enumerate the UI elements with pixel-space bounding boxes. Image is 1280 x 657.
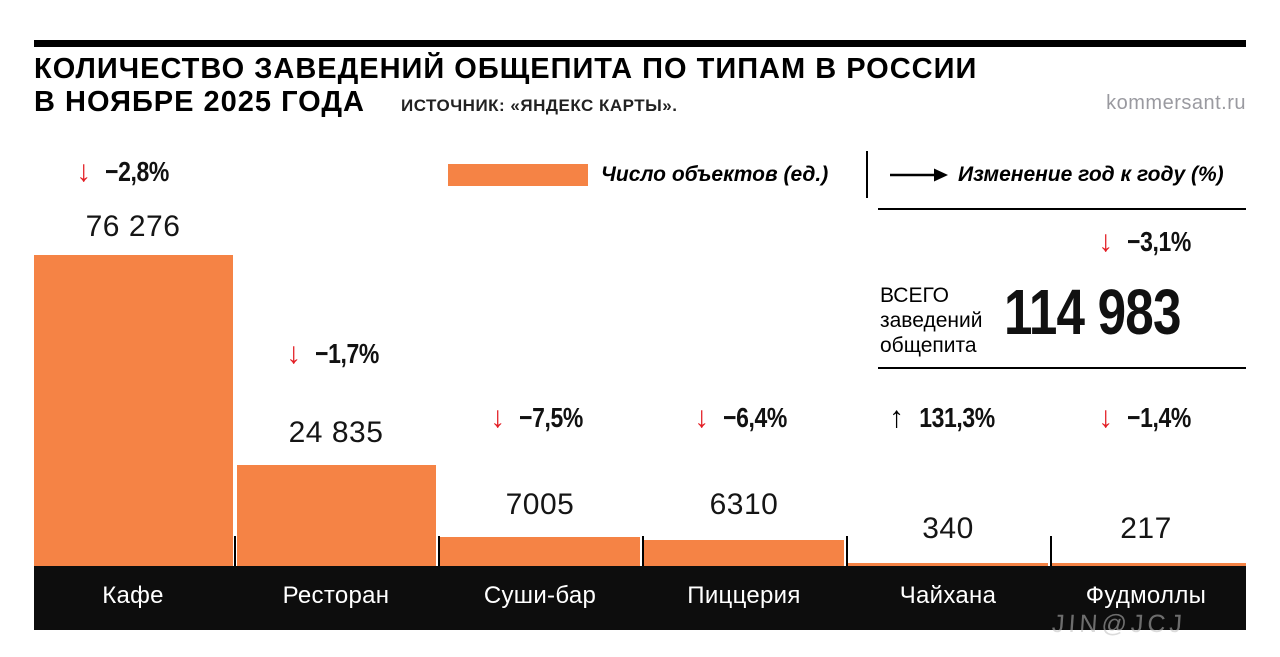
top-rule — [34, 40, 1246, 47]
bar-sushi-bar — [440, 537, 640, 566]
total-label: ВСЕГО заведений общепита — [880, 283, 982, 358]
total-label-line1: ВСЕГО — [880, 284, 950, 307]
total-label-line2: заведений — [880, 309, 983, 332]
category-label-sushi-bar: Суши-бар — [483, 582, 597, 609]
column-divider — [234, 536, 236, 566]
bar-cafe — [34, 255, 233, 566]
site-credit: kommersant.ru — [1106, 92, 1246, 114]
category-label-cafe: Кафе — [102, 582, 164, 609]
change-label-teahouse: ↑ 131,3% — [889, 401, 995, 434]
change-label-restaurant: ↓ −1,7% — [286, 337, 379, 370]
column-divider — [642, 536, 644, 566]
summary-bottom-rule — [878, 367, 1246, 369]
change-label-pizzeria: ↓ −6,4% — [694, 401, 787, 434]
down-arrow-icon: ↓ — [490, 401, 506, 434]
column-divider — [438, 536, 440, 566]
legend-count-label: Число объектов (ед.) — [601, 163, 829, 186]
down-arrow-icon: ↓ — [286, 337, 302, 370]
value-label-cafe: 76 276 — [85, 210, 181, 243]
value-label-restaurant: 24 835 — [288, 416, 384, 449]
value-label-foodmalls: 217 — [1120, 512, 1172, 545]
total-change-value: −3,1% — [1127, 226, 1191, 257]
total-change-badge: ↓ −3,1% — [1098, 226, 1198, 258]
column-divider — [1050, 536, 1052, 566]
bar-restaurant — [237, 464, 436, 566]
value-label-sushi-bar: 7005 — [505, 488, 575, 521]
right-arrow-icon — [890, 167, 948, 188]
source-label: ИСТОЧНИК: «ЯНДЕКС КАРТЫ». — [400, 96, 678, 115]
page-title-line2-row: В НОЯБРЕ 2025 ГОДА ИСТОЧНИК: «ЯНДЕКС КАРТ… — [34, 86, 677, 119]
value-label-teahouse: 340 — [922, 512, 974, 545]
category-label-restaurant: Ресторан — [282, 582, 390, 609]
page-title-line2: В НОЯБРЕ 2025 ГОДА — [34, 86, 365, 118]
page-title: КОЛИЧЕСТВО ЗАВЕДЕНИЙ ОБЩЕПИТА ПО ТИПАМ В… — [34, 53, 978, 85]
category-label-foodmalls: Фудмоллы — [1085, 582, 1207, 609]
bar-pizzeria — [644, 540, 844, 566]
total-value: 114 983 — [1004, 276, 1181, 348]
down-arrow-icon: ↓ — [76, 155, 92, 188]
up-arrow-icon: ↑ — [889, 401, 905, 434]
down-arrow-icon: ↓ — [694, 401, 710, 434]
total-label-line3: общепита — [880, 334, 977, 357]
watermark: JIN@JCJ — [1051, 610, 1187, 638]
legend-divider — [866, 151, 868, 198]
bar-teahouse — [848, 563, 1048, 566]
category-label-pizzeria: Пиццерия — [687, 582, 801, 609]
category-band — [34, 566, 1246, 630]
legend-swatch — [448, 164, 588, 186]
change-label-cafe: ↓ −2,8% — [76, 155, 169, 188]
bar-foodmalls — [1052, 563, 1246, 566]
column-divider — [846, 536, 848, 566]
summary-top-rule — [878, 208, 1246, 210]
value-label-pizzeria: 6310 — [709, 488, 779, 521]
down-arrow-icon: ↓ — [1098, 401, 1114, 434]
category-label-teahouse: Чайхана — [899, 582, 997, 609]
down-arrow-icon: ↓ — [1098, 225, 1114, 258]
change-label-sushi-bar: ↓ −7,5% — [490, 401, 583, 434]
change-label-foodmalls: ↓ −1,4% — [1098, 401, 1191, 434]
legend-change-label: Изменение год к году (%) — [958, 163, 1224, 186]
